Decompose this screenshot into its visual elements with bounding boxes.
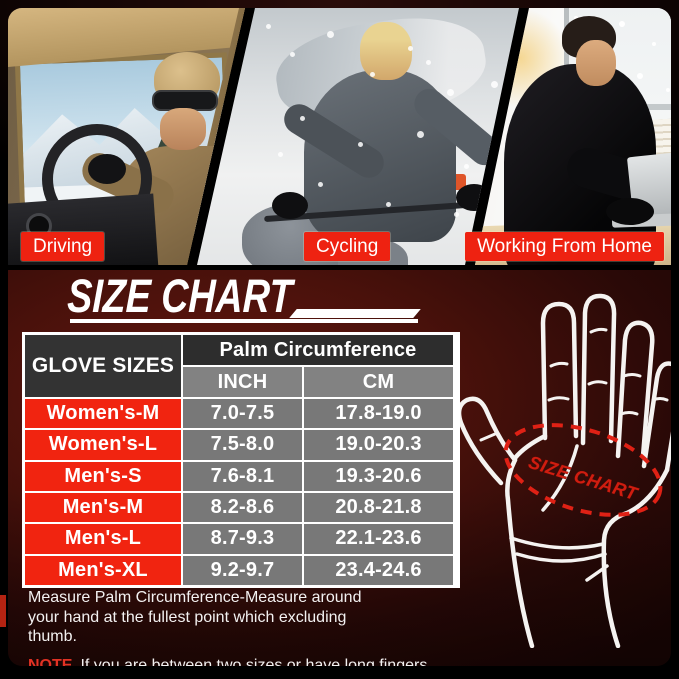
- table-row-inch: 9.2-9.7: [183, 555, 302, 585]
- table-row-inch: 8.7-9.3: [183, 524, 302, 554]
- driver-face: [160, 108, 206, 150]
- note-label: NOTE: [28, 657, 73, 666]
- table-row-inch: 7.0-7.5: [183, 399, 302, 429]
- table-row-size: Women's-M: [25, 399, 181, 429]
- scene-label-cycling: Cycling: [304, 232, 391, 261]
- table-row-cm: 19.0-20.3: [304, 430, 453, 460]
- scene-label-driving: Driving: [21, 232, 105, 261]
- hand-measure-diagram: SIZE CHART: [455, 288, 671, 649]
- scene-cycling: [197, 8, 519, 265]
- column-header-palm-circumference: Palm Circumference: [183, 335, 453, 365]
- photo-band: Driving Cycling Working From Home: [8, 8, 671, 265]
- size-chart-table: GLOVE SIZES Palm Circumference INCH CM W…: [22, 332, 460, 588]
- table-row-inch: 8.2-8.6: [183, 493, 302, 523]
- title-underline: [70, 319, 418, 323]
- size-chart-section: SIZE CHART GLOVE SIZES Palm Circumferenc…: [8, 270, 671, 666]
- table-row-size: Men's-S: [25, 461, 181, 491]
- cyclist-right-glove: [456, 184, 492, 211]
- table-row-cm: 20.8-21.8: [304, 493, 453, 523]
- left-edge-accent: [0, 595, 6, 627]
- driver-glove: [88, 154, 126, 184]
- table-row-cm: 23.4-24.6: [304, 555, 453, 585]
- title-swoosh: [289, 309, 421, 318]
- snowflakes: [266, 24, 271, 29]
- column-header-glove-sizes: GLOVE SIZES: [25, 335, 181, 397]
- section-title: SIZE CHART: [66, 270, 294, 322]
- table-row-size: Men's-M: [25, 493, 181, 523]
- table-row-cm: 22.1-23.6: [304, 524, 453, 554]
- hand-measure-label: SIZE CHART: [526, 452, 641, 505]
- note-text: If you are between two sizes or have lon…: [80, 657, 432, 666]
- measure-ellipse: [503, 423, 663, 517]
- table-row-size: Men's-XL: [25, 555, 181, 585]
- cyclist-left-glove: [272, 192, 308, 219]
- table-row-inch: 7.5-8.0: [183, 430, 302, 460]
- size-note: NOTE If you are between two sizes or have…: [28, 656, 442, 666]
- worker-glove: [606, 198, 654, 225]
- table-row-size: Women's-L: [25, 430, 181, 460]
- column-header-inch: INCH: [183, 367, 302, 397]
- table-row-inch: 7.6-8.1: [183, 461, 302, 491]
- measure-instruction: Measure Palm Circumference-Measure aroun…: [28, 589, 362, 646]
- scene-label-working-from-home: Working From Home: [465, 232, 664, 261]
- table-row-size: Men's-L: [25, 524, 181, 554]
- table-row-cm: 19.3-20.6: [304, 461, 453, 491]
- column-header-cm: CM: [304, 367, 453, 397]
- worker-face: [576, 40, 616, 86]
- table-row-cm: 17.8-19.0: [304, 399, 453, 429]
- hand-outline-icon: SIZE CHART: [456, 293, 671, 649]
- cyclist-head: [360, 22, 412, 80]
- measurement-notes: Measure Palm Circumference-Measure aroun…: [28, 588, 442, 666]
